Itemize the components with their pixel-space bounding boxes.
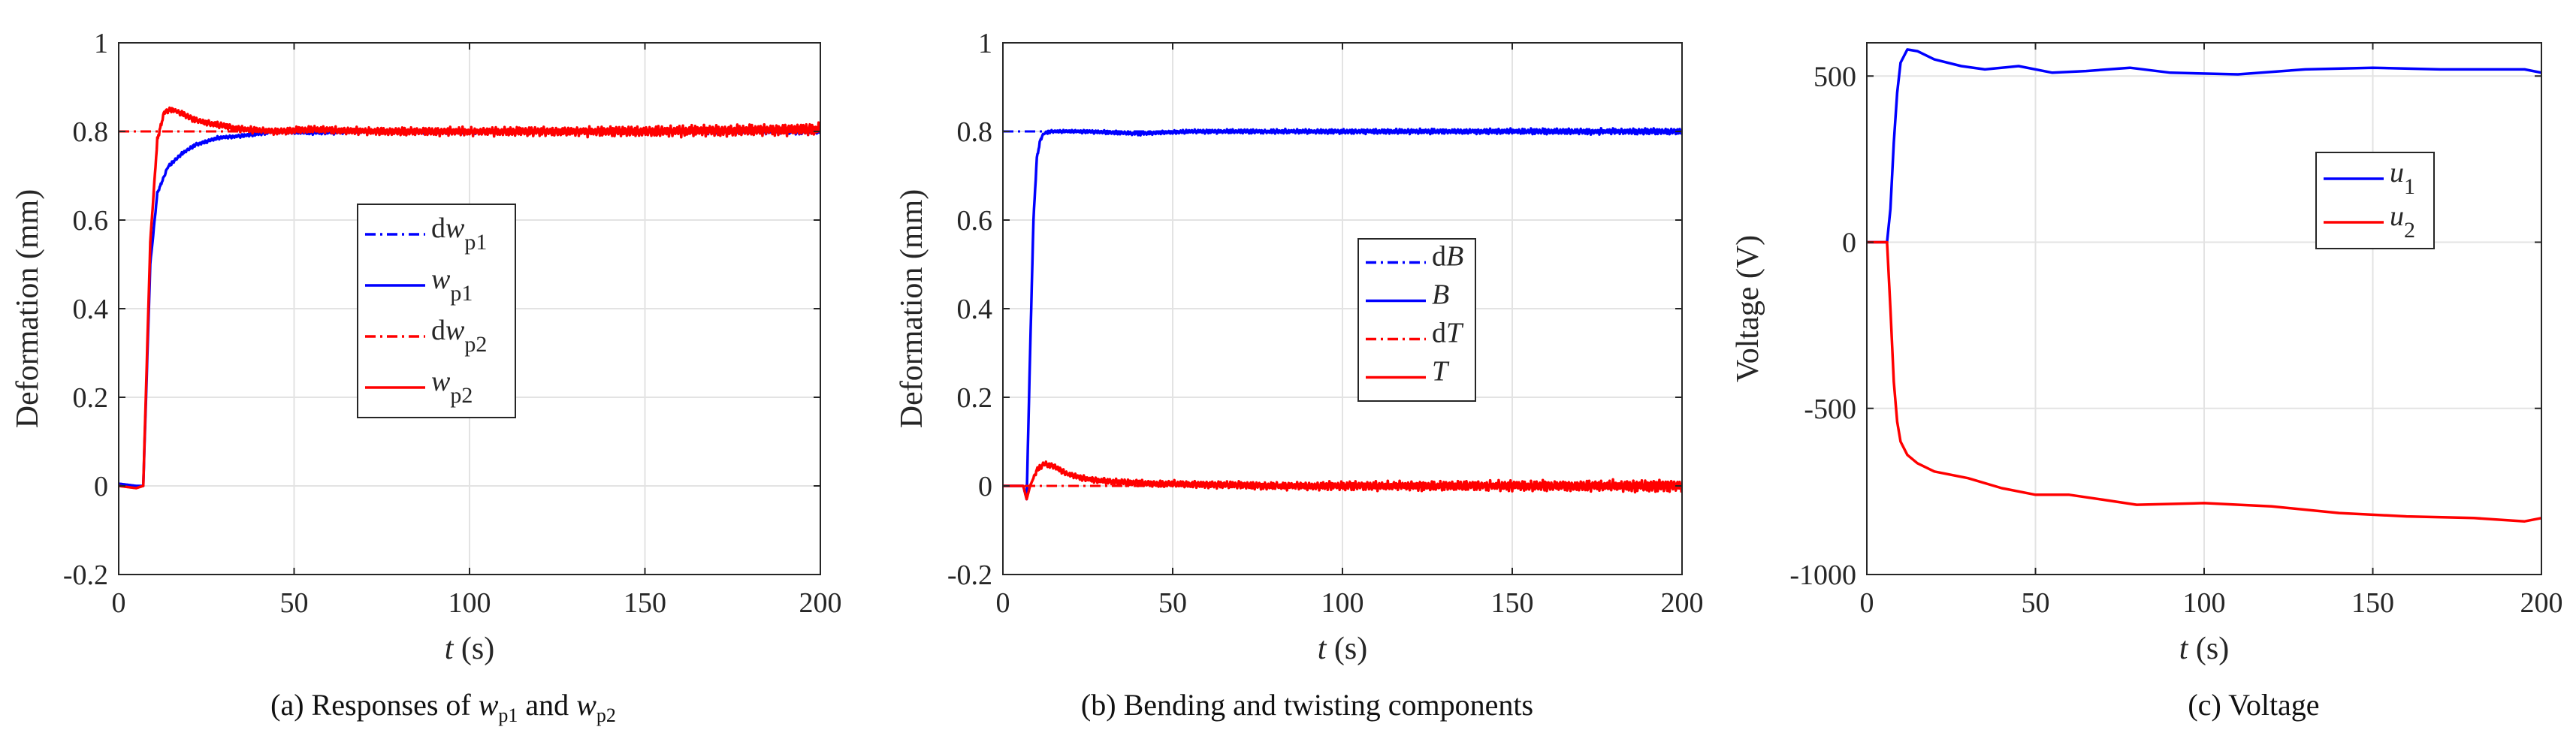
series-line-w_p2 — [119, 106, 820, 490]
x-axis-label: t (s) — [2179, 632, 2230, 666]
series-line-u_2 — [1867, 240, 2541, 523]
y-tick-label: 500 — [1813, 61, 1856, 92]
x-tick-label: 200 — [799, 587, 842, 619]
x-tick-label: 200 — [1661, 587, 1704, 619]
x-tick-label: 100 — [448, 587, 491, 619]
y-tick-label: 0.6 — [957, 205, 993, 237]
x-tick-label: 50 — [2022, 587, 2050, 619]
legend: dB BdT T — [1357, 238, 1476, 402]
series-group — [1003, 127, 1682, 501]
y-tick-label: 0.6 — [73, 205, 109, 237]
legend-box — [2315, 152, 2435, 249]
x-tick-label: 100 — [2183, 587, 2226, 619]
y-axis-label: Deformation (mm) — [895, 189, 929, 428]
y-axis-label: Voltage (V) — [1731, 235, 1765, 382]
legend-label-u_2: u2 — [2390, 201, 2415, 243]
chart-panel-0: 0 50 100 150 200-0.200.20.40.60.81t (s)Defor… — [11, 28, 842, 666]
x-tick-label: 0 — [1860, 587, 1874, 619]
x-tick-label: 50 — [280, 587, 309, 619]
caption-a: (a) Responses of wp1 and wp2 — [270, 688, 616, 726]
y-tick-label: 0 — [1842, 228, 1856, 259]
series-line-T — [1003, 460, 1682, 501]
legend-label-dw_p1: dwp1 — [431, 213, 487, 255]
series-group — [1867, 48, 2541, 523]
y-tick-label: -500 — [1804, 394, 1856, 425]
caption-c: (c) Voltage — [2188, 688, 2320, 722]
y-axis-label: Deformation (mm) — [11, 189, 45, 428]
y-tick-label: -0.2 — [947, 559, 992, 591]
y-tick-label: -0.2 — [63, 559, 108, 591]
legend-label-u_1: u1 — [2390, 157, 2415, 199]
chart-panel-2: 0 50 100 150 200 -1000 -500 0 500 t (s) Voltage (V… — [1731, 42, 2563, 666]
x-tick-label: 0 — [112, 587, 126, 619]
legend-box — [357, 204, 516, 418]
series-line-u_1 — [1867, 48, 2541, 244]
legend-label-T: T — [1432, 356, 1450, 388]
x-axis-label: t (s) — [1318, 632, 1368, 666]
x-tick-label: 100 — [1321, 587, 1364, 619]
y-tick-label: -1000 — [1789, 559, 1856, 591]
chart-panel-1: 0 50 100 150 200-0.200.20.40.60.81t (s)Defor… — [895, 28, 1704, 666]
legend-label-w_p2: wp2 — [431, 366, 473, 408]
y-tick-label: 0 — [978, 471, 992, 502]
y-tick-label: 0.8 — [73, 116, 109, 148]
y-tick-label: 0.4 — [73, 294, 109, 325]
legend-label-B: B — [1432, 279, 1449, 311]
x-tick-label: 200 — [2520, 587, 2563, 619]
x-tick-label: 150 — [1491, 587, 1534, 619]
y-tick-label: 0.2 — [957, 382, 993, 414]
y-tick-label: 1 — [978, 28, 992, 59]
x-tick-label: 50 — [1158, 587, 1187, 619]
x-axis-label: t (s) — [445, 632, 495, 666]
y-tick-label: 0.8 — [957, 116, 993, 148]
legend: dwp1 wp1 dwp2 wp2 — [357, 204, 516, 418]
series-line-B — [1003, 127, 1682, 501]
x-tick-label: 0 — [996, 587, 1010, 619]
x-tick-label: 150 — [624, 587, 666, 619]
x-tick-label: 150 — [2351, 587, 2394, 619]
y-tick-label: 0.4 — [957, 294, 993, 325]
y-tick-label: 1 — [94, 28, 108, 59]
y-tick-label: 0.2 — [73, 382, 109, 414]
legend-label-dT: dT — [1432, 318, 1464, 349]
legend-label-w_p1: wp1 — [431, 264, 473, 306]
caption-b: (b) Bending and twisting components — [1080, 688, 1534, 722]
series-group — [119, 106, 820, 490]
legend-label-dB: dB — [1432, 241, 1463, 273]
y-tick-label: 0 — [94, 471, 108, 502]
legend-label-dw_p2: dwp2 — [431, 315, 487, 357]
legend-box — [1357, 238, 1476, 402]
